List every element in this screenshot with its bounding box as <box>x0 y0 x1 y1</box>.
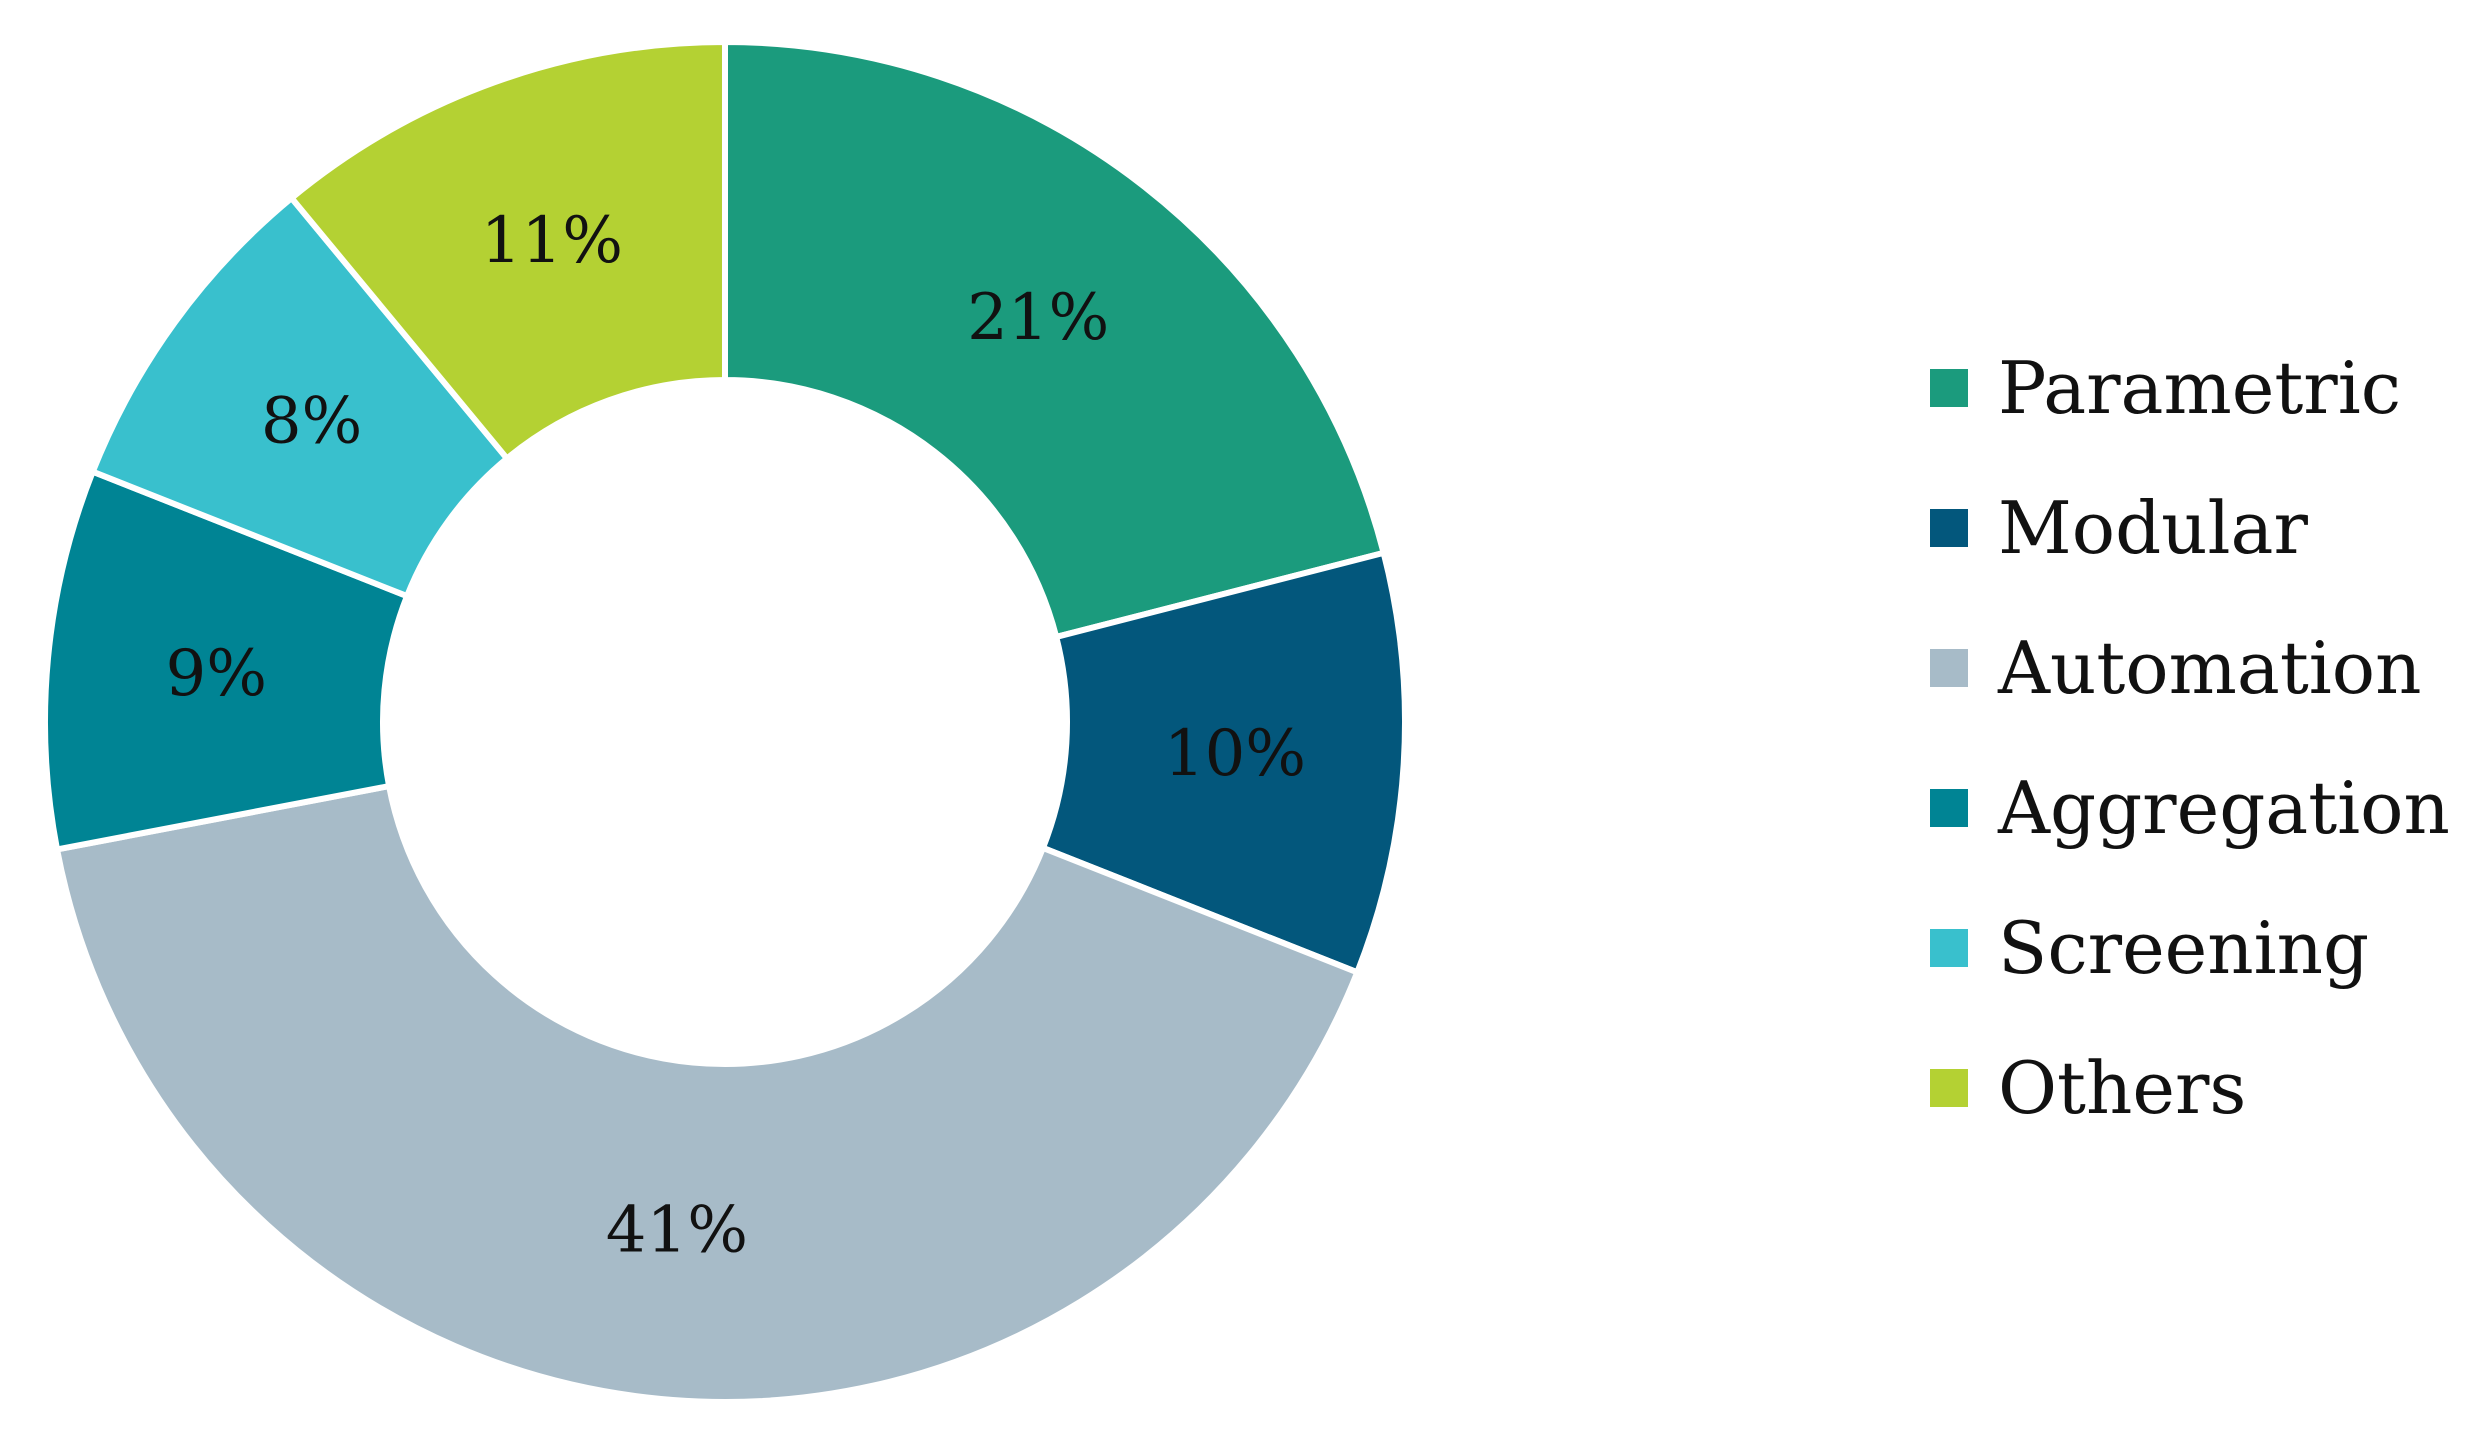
legend-swatch-screening <box>1930 929 1968 967</box>
legend-item-aggregation: Aggregation <box>1930 766 2450 850</box>
donut-slices <box>42 38 1409 1405</box>
slice-label-parametric: 21% <box>967 281 1109 355</box>
slice-automation <box>53 782 1362 1405</box>
slice-label-screening: 8% <box>261 385 363 459</box>
legend: Parametric Modular Automation Aggregation Sc… <box>1930 346 2450 1130</box>
slice-label-automation: 41% <box>606 1194 748 1268</box>
legend-swatch-others <box>1930 1069 1968 1107</box>
legend-label-screening: Screening <box>1998 906 2369 990</box>
legend-swatch-modular <box>1930 509 1968 547</box>
legend-item-modular: Modular <box>1930 486 2308 570</box>
legend-swatch-aggregation <box>1930 789 1968 827</box>
legend-label-others: Others <box>1998 1046 2246 1130</box>
slice-others <box>287 38 728 463</box>
legend-item-others: Others <box>1930 1046 2246 1130</box>
slice-label-modular: 10% <box>1164 717 1306 791</box>
slice-labels: 21% 10% 41% 9% 8% 11% <box>166 204 1307 1268</box>
legend-label-modular: Modular <box>1998 486 2308 570</box>
legend-label-parametric: Parametric <box>1998 346 2401 430</box>
slice-aggregation <box>42 467 411 853</box>
legend-item-parametric: Parametric <box>1930 346 2401 430</box>
legend-item-screening: Screening <box>1930 906 2369 990</box>
slice-modular <box>1039 549 1409 977</box>
legend-swatch-parametric <box>1930 369 1968 407</box>
legend-label-aggregation: Aggregation <box>1997 766 2450 850</box>
slice-label-aggregation: 9% <box>166 637 268 711</box>
legend-item-automation: Automation <box>1930 626 2422 710</box>
legend-label-automation: Automation <box>1997 626 2422 710</box>
legend-swatch-automation <box>1930 649 1968 687</box>
slice-label-others: 11% <box>481 204 623 278</box>
slice-parametric <box>722 38 1388 641</box>
